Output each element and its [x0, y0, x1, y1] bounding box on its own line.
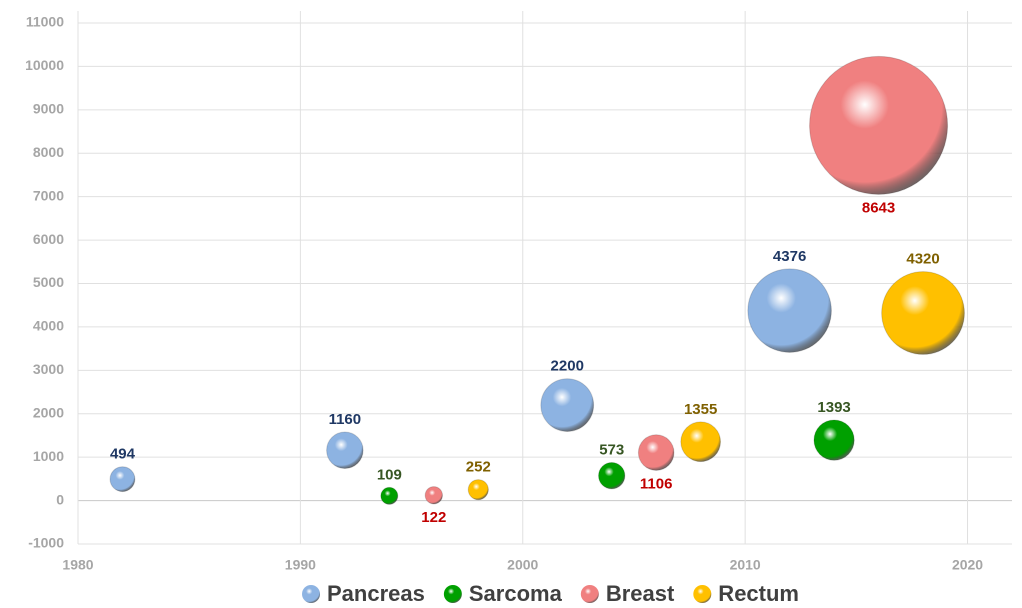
bubble	[109, 466, 136, 493]
legend-swatch	[302, 585, 321, 603]
bubble	[424, 486, 443, 505]
legend-item: Rectum	[693, 581, 799, 606]
legend-swatch	[443, 585, 462, 603]
y-tick-label: 5000	[33, 274, 64, 290]
legend-swatch	[580, 585, 599, 603]
y-tick-label: 4000	[33, 318, 64, 334]
legend-item: Breast	[580, 581, 675, 606]
bubble	[467, 479, 489, 501]
bubble	[680, 421, 722, 463]
data-label: 4376	[773, 248, 806, 265]
y-tick-label: 6000	[33, 231, 64, 247]
data-label: 109	[377, 466, 402, 483]
y-tick-label: 0	[56, 491, 64, 507]
x-tick-label: 2010	[730, 557, 761, 573]
legend-label: Breast	[606, 581, 675, 606]
bubble	[809, 55, 949, 195]
data-label: 1106	[640, 475, 673, 492]
data-label: 1160	[329, 411, 362, 428]
bubble	[637, 434, 675, 471]
legend-label: Pancreas	[327, 581, 425, 606]
data-label: 1393	[817, 399, 850, 416]
data-label: 494	[110, 446, 136, 463]
legend-label: Sarcoma	[469, 581, 563, 606]
y-tick-label: -1000	[28, 535, 64, 551]
bubble	[747, 268, 832, 353]
data-label: 2200	[551, 358, 584, 375]
data-label: 1355	[684, 401, 717, 418]
data-label: 122	[421, 509, 446, 526]
bubble	[326, 431, 364, 469]
data-label: 4320	[906, 251, 939, 268]
x-tick-label: 2020	[952, 557, 983, 573]
legend-item: Pancreas	[302, 581, 425, 606]
y-tick-label: 8000	[33, 144, 64, 160]
bubble	[540, 378, 595, 432]
bubble	[598, 462, 626, 490]
legend-swatch	[693, 585, 712, 603]
y-tick-label: 1000	[33, 448, 64, 464]
bubble	[380, 486, 399, 505]
x-tick-label: 1990	[285, 557, 316, 573]
bubble	[881, 271, 965, 355]
data-label: 252	[466, 459, 491, 476]
x-tick-label: 1980	[62, 557, 93, 573]
legend-item: Sarcoma	[443, 581, 563, 606]
y-tick-label: 10000	[25, 57, 64, 73]
legend-label: Rectum	[718, 581, 799, 606]
y-tick-label: 9000	[33, 101, 64, 117]
data-label: 573	[599, 441, 624, 458]
y-tick-label: 2000	[33, 404, 64, 420]
y-tick-label: 7000	[33, 187, 64, 203]
y-tick-label: 3000	[33, 361, 64, 377]
data-label: 8643	[862, 199, 895, 216]
x-tick-label: 2000	[507, 557, 538, 573]
y-tick-label: 11000	[26, 14, 64, 30]
bubble	[813, 419, 855, 461]
